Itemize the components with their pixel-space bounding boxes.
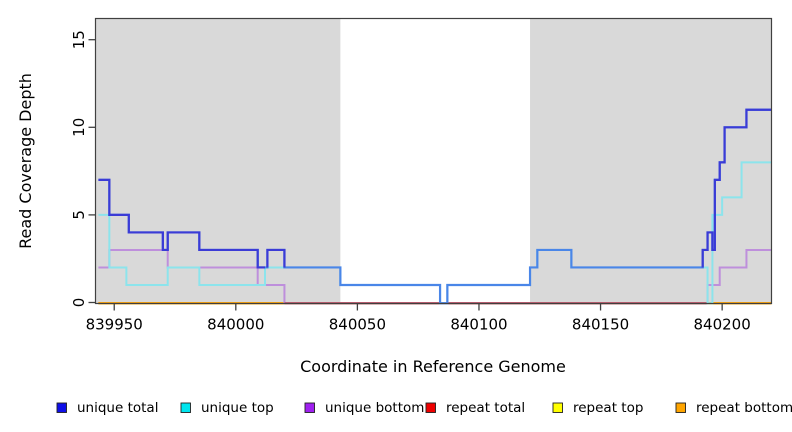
x-axis-title: Coordinate in Reference Genome — [300, 357, 566, 376]
y-axis-title: Read Coverage Depth — [16, 73, 35, 249]
y-tick-label: 5 — [70, 210, 88, 220]
unique-total-line-solid — [266, 248, 286, 268]
legend-label-repeat-total: repeat total — [446, 400, 525, 416]
legend-swatch-unique-total — [56, 402, 67, 413]
legend-label-repeat-bottom: repeat bottom — [696, 400, 792, 416]
x-tick-label: 839950 — [86, 316, 143, 334]
legend: unique total unique top unique bottom repea… — [56, 400, 792, 416]
y-tick-label: 15 — [70, 30, 88, 49]
legend-swatch-repeat-bottom — [675, 402, 686, 413]
legend-label-unique-total: unique total — [77, 400, 158, 416]
shaded-region — [530, 18, 772, 304]
y-tick-label: 10 — [70, 118, 88, 137]
unique-total-line-solid — [701, 108, 772, 268]
legend-label-unique-bottom: unique bottom — [325, 400, 424, 416]
legend-label-repeat-top: repeat top — [573, 400, 643, 416]
legend-swatch-unique-bottom — [304, 402, 315, 413]
legend-swatch-unique-top — [180, 402, 191, 413]
x-tick-label: 840150 — [572, 316, 629, 334]
shaded-region — [95, 18, 341, 304]
unique-bottom-line — [98, 248, 772, 305]
legend-swatch-repeat-total — [425, 402, 436, 413]
legend-swatch-repeat-top — [552, 402, 563, 413]
x-tick-label: 840200 — [694, 316, 751, 334]
x-tick-label: 840100 — [450, 316, 507, 334]
legend-label-unique-top: unique top — [201, 400, 274, 416]
unique-total-line-solid — [98, 178, 265, 269]
plot-background-regions — [95, 18, 772, 304]
plot-border — [94, 17, 773, 305]
axes: 839950 840000 840050 840100 840150 840200 0 5 10… — [70, 17, 773, 334]
y-tick-label: 0 — [70, 298, 88, 308]
x-tick-label: 840000 — [207, 316, 264, 334]
x-tick-label: 840050 — [329, 316, 386, 334]
